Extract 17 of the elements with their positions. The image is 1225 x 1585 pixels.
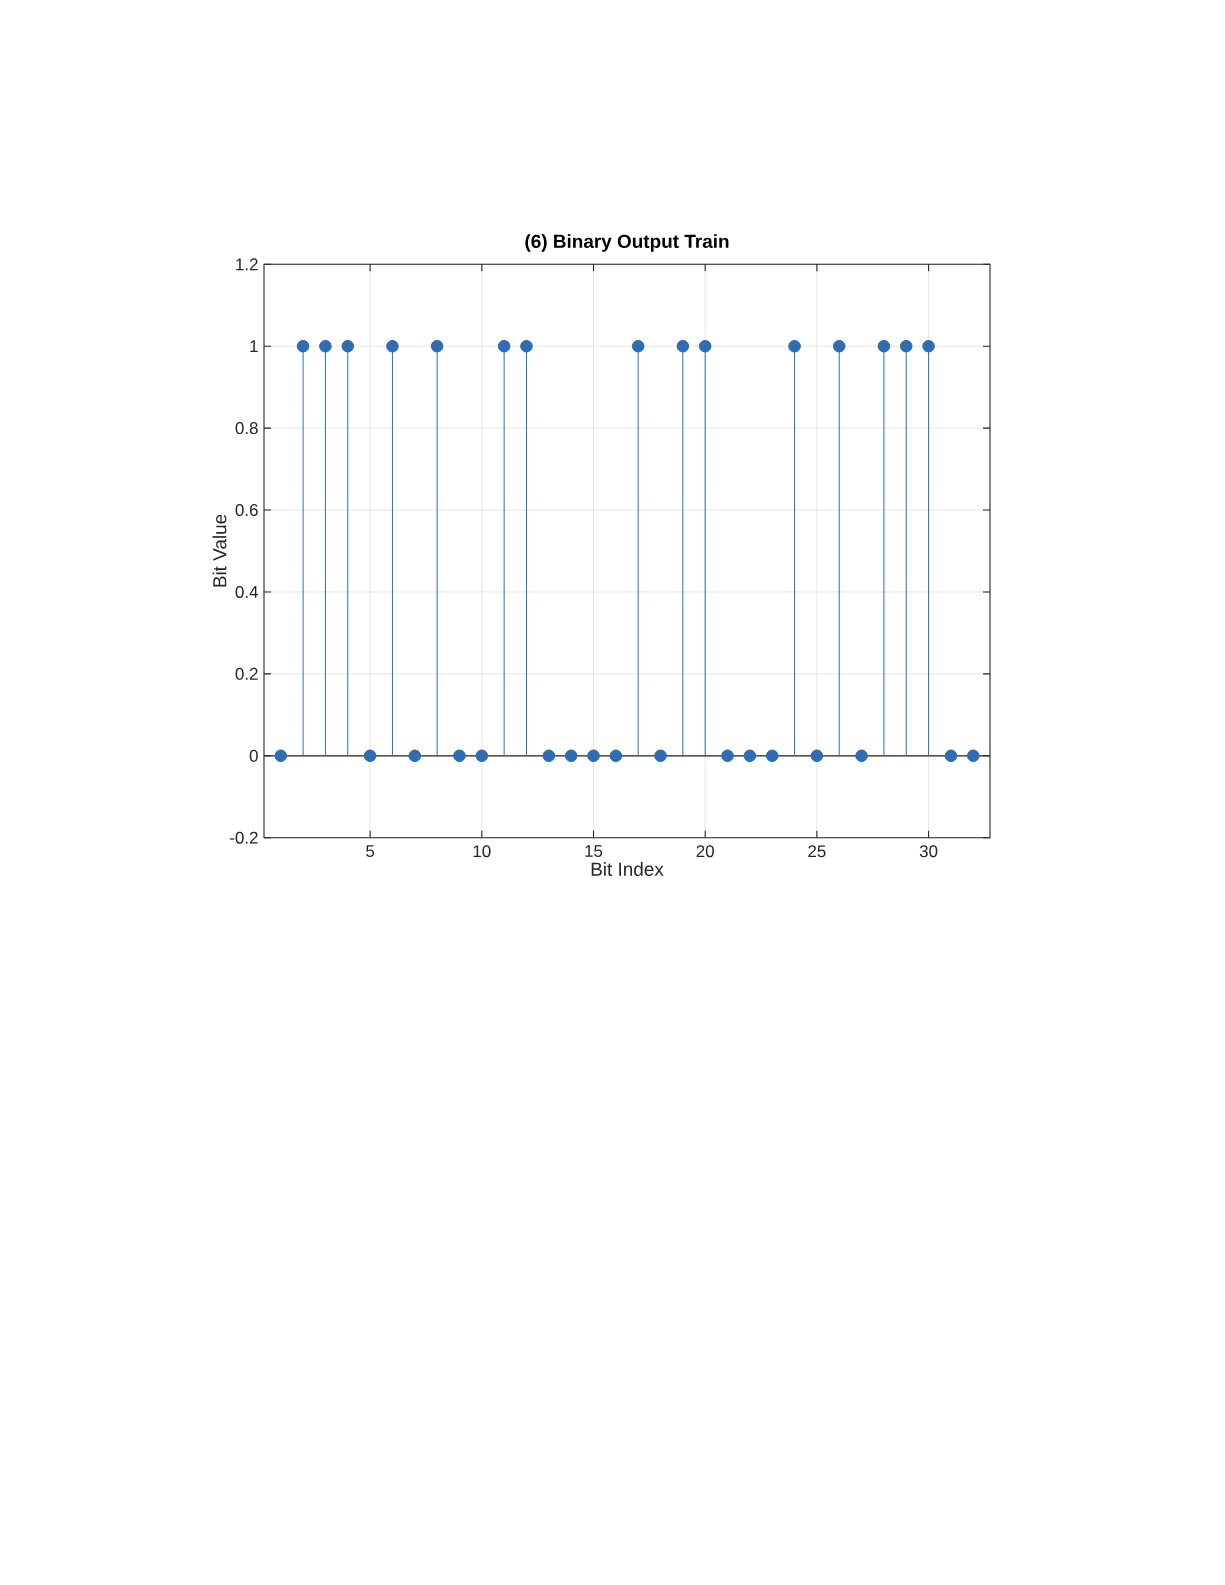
x-tick-label: 5: [366, 845, 375, 858]
y-axis-title: Bit Value: [212, 514, 227, 587]
y-tick-label: 0.2: [235, 667, 258, 680]
x-tick-label: 25: [808, 845, 826, 858]
chart-title: (6) Binary Output Train: [525, 234, 729, 252]
y-tick-label: 0.6: [235, 504, 258, 517]
y-tick-label: 0.8: [235, 422, 258, 435]
x-tick-label: 30: [919, 845, 938, 858]
y-tick-label: 0.4: [235, 585, 258, 598]
x-tick-label: 20: [696, 845, 714, 858]
y-tick-label: 0: [249, 749, 258, 762]
x-tick-label: 15: [585, 845, 603, 858]
y-tick-label: 1: [250, 340, 258, 353]
x-tick-label: 10: [473, 845, 491, 858]
x-axis-title: Bit Index: [591, 862, 664, 876]
y-tick-label: -0.2: [230, 831, 258, 844]
y-tick-label: 1.2: [236, 258, 258, 271]
